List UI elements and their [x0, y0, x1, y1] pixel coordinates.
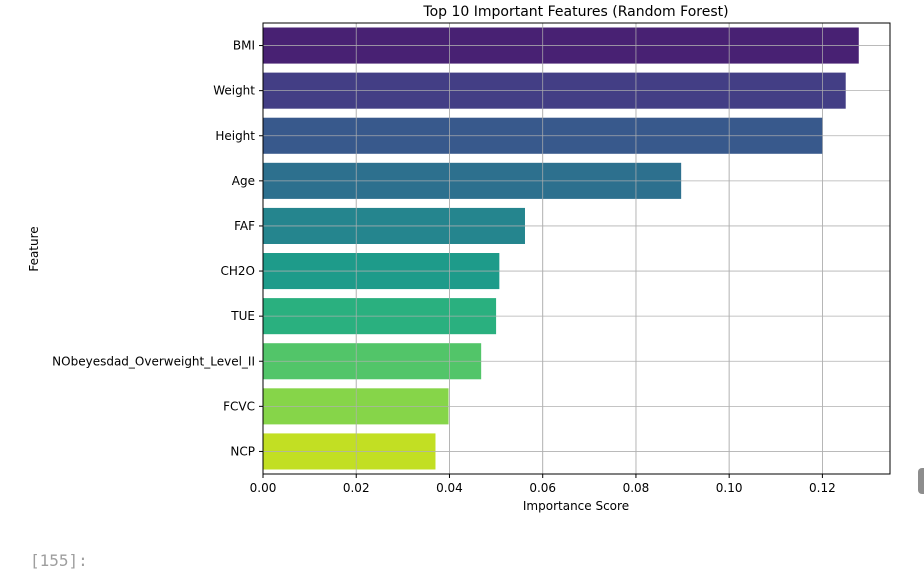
x-tick-label: 0.06	[529, 481, 556, 495]
y-tick-label: FAF	[234, 219, 255, 233]
y-tick-label: NObeyesdad_Overweight_Level_II	[52, 354, 255, 368]
x-tick-label: 0.02	[343, 481, 370, 495]
plot-frame	[262, 22, 891, 475]
scroll-handle[interactable]	[918, 468, 924, 494]
y-tick-label: CH2O	[221, 264, 255, 278]
y-tick-label: Age	[232, 174, 255, 188]
y-tick-label: NCP	[230, 444, 255, 458]
x-axis: 0.00 0.02 0.04 0.06 0.08 0.10 0.12	[250, 474, 836, 495]
x-tick-label: 0.12	[809, 481, 836, 495]
x-tick-label: 0.08	[623, 481, 650, 495]
x-axis-label: Importance Score	[523, 499, 629, 513]
x-tick-label: 0.04	[436, 481, 463, 495]
y-tick-label: Weight	[213, 84, 255, 98]
y-tick-label: Height	[215, 129, 255, 143]
y-tick-label: TUE	[230, 309, 255, 323]
bars	[262, 23, 859, 474]
y-tick-label: BMI	[233, 39, 255, 53]
x-tick-label: 0.10	[716, 481, 743, 495]
feature-importance-chart: Top 10 Important Features (Random Forest…	[27, 4, 891, 513]
y-axis-label: Feature	[27, 226, 41, 271]
x-tick-label: 0.00	[250, 481, 277, 495]
chart-title: Top 10 Important Features (Random Forest…	[422, 4, 728, 20]
cell-prompt-label: [155]:	[30, 551, 88, 570]
y-tick-label: FCVC	[223, 399, 255, 413]
y-axis: BMI Weight Height Age FAF CH2O TUE NObeyesdad_O…	[52, 39, 263, 458]
